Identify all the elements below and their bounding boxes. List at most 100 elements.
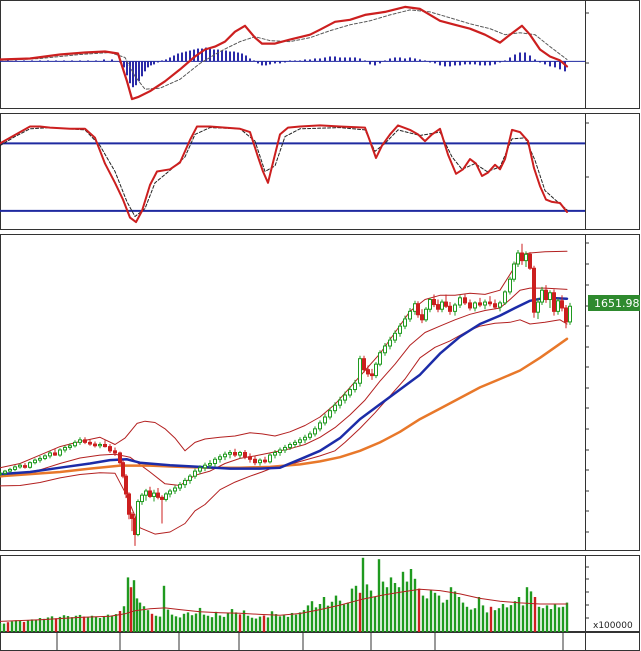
macd-histogram-bar bbox=[225, 50, 227, 62]
macd-histogram-bar bbox=[15, 60, 17, 62]
volume-bar bbox=[10, 621, 14, 632]
macd-histogram-bar bbox=[479, 61, 481, 66]
volume-bar bbox=[162, 585, 166, 632]
volume-bar bbox=[74, 615, 78, 632]
volume-bar bbox=[365, 584, 369, 632]
macd-histogram-bar bbox=[359, 58, 361, 62]
macd-histogram-bar bbox=[299, 60, 301, 62]
macd-histogram-bar bbox=[233, 51, 235, 62]
volume-bar bbox=[102, 616, 106, 632]
macd-histogram-bar bbox=[111, 59, 113, 62]
volume-bar bbox=[154, 615, 158, 632]
candle-body bbox=[333, 404, 337, 412]
candle-body bbox=[218, 456, 222, 460]
macd-histogram-bar bbox=[514, 54, 516, 62]
macd-histogram-bar bbox=[519, 52, 521, 62]
macd-histogram-bar bbox=[404, 58, 406, 62]
candle-body bbox=[78, 439, 82, 443]
macd-histogram-bar bbox=[529, 55, 531, 62]
volume-bar bbox=[445, 599, 449, 632]
volume-bar bbox=[461, 602, 465, 632]
volume-bar bbox=[489, 606, 493, 632]
volume-bar bbox=[278, 616, 282, 632]
candle-body bbox=[13, 466, 17, 470]
volume-bar bbox=[302, 610, 306, 632]
candle-body bbox=[556, 300, 560, 312]
candle-body bbox=[468, 302, 472, 309]
candle-body bbox=[73, 441, 77, 447]
volume-bar bbox=[306, 605, 310, 632]
macd-histogram-bar bbox=[459, 61, 461, 66]
candle-body bbox=[328, 410, 332, 418]
volume-bar bbox=[90, 615, 94, 632]
volume-bar bbox=[449, 587, 453, 632]
volume-bar bbox=[429, 590, 433, 632]
volume-series-group bbox=[0, 557, 569, 632]
bollinger-upper-band bbox=[0, 250, 568, 469]
macd-panel-frame bbox=[0, 0, 640, 109]
volume-bar bbox=[322, 597, 326, 632]
volume-bar bbox=[397, 587, 401, 632]
volume-bar bbox=[135, 598, 139, 632]
candle-body bbox=[23, 465, 27, 468]
volume-bar bbox=[310, 601, 314, 632]
candle-body bbox=[188, 475, 192, 481]
volume-bar bbox=[70, 617, 74, 632]
volume-bar bbox=[453, 591, 457, 632]
candle-body bbox=[358, 358, 362, 384]
candle-body bbox=[293, 441, 297, 445]
candle-body bbox=[463, 297, 467, 304]
macd-histogram-bar bbox=[449, 61, 451, 67]
volume-bar bbox=[146, 610, 150, 632]
candle-body bbox=[308, 433, 312, 438]
candle-body bbox=[516, 252, 520, 265]
macd-histogram-bar bbox=[237, 52, 239, 62]
volume-bar bbox=[485, 612, 489, 632]
candle-body bbox=[28, 462, 32, 468]
volume-bar bbox=[561, 606, 565, 632]
candle-body bbox=[283, 446, 287, 451]
candle-body bbox=[3, 470, 7, 474]
volume-bar bbox=[425, 598, 429, 632]
volume-bar bbox=[553, 604, 557, 632]
candle-body bbox=[203, 464, 207, 469]
macd-histogram-bar bbox=[209, 48, 211, 62]
volume-bar bbox=[54, 618, 58, 632]
volume-average-line bbox=[0, 588, 568, 622]
volume-bar bbox=[361, 557, 365, 632]
macd-histogram-bar bbox=[539, 61, 541, 63]
volume-bar bbox=[334, 595, 338, 632]
volume-bar bbox=[34, 619, 38, 632]
stochastic-k-line bbox=[0, 124, 568, 224]
macd-line bbox=[0, 5, 569, 101]
candle-body bbox=[370, 373, 374, 377]
volume-bar bbox=[541, 608, 545, 632]
candle-body bbox=[448, 305, 452, 312]
candle-body bbox=[178, 484, 182, 489]
volume-bar bbox=[246, 615, 250, 632]
candle-body bbox=[223, 453, 227, 458]
macd-histogram-bar bbox=[344, 57, 346, 62]
candle-body bbox=[483, 301, 487, 306]
candle-body bbox=[362, 358, 366, 371]
volume-bar bbox=[50, 616, 54, 632]
price-value-badge bbox=[588, 295, 640, 311]
volume-bar bbox=[262, 615, 266, 632]
volume-bar bbox=[174, 616, 178, 632]
volume-bar bbox=[214, 611, 218, 632]
macd-histogram-bar bbox=[132, 61, 134, 88]
volume-bar bbox=[381, 581, 385, 632]
candle-body bbox=[124, 475, 128, 495]
macd-histogram-bar bbox=[126, 61, 128, 76]
volume-bar bbox=[342, 604, 346, 632]
volume-bar bbox=[132, 580, 136, 632]
volume-bar bbox=[218, 615, 222, 632]
candle-body bbox=[108, 446, 112, 452]
volume-bar bbox=[254, 618, 258, 632]
candle-body bbox=[208, 463, 212, 466]
volume-bar bbox=[194, 613, 198, 632]
volume-bar bbox=[114, 614, 118, 632]
macd-histogram-bar bbox=[87, 60, 89, 62]
macd-histogram-bar bbox=[409, 57, 411, 62]
macd-histogram-bar bbox=[249, 58, 251, 62]
